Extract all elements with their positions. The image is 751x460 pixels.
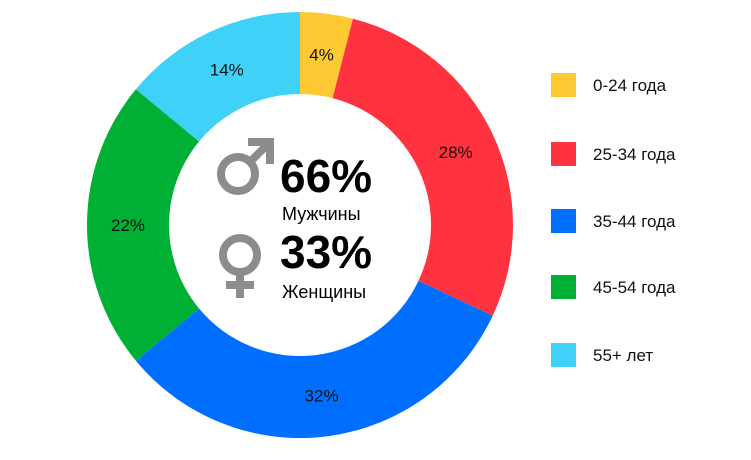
legend-label: 0-24 года xyxy=(593,76,667,95)
legend-label: 35-44 года xyxy=(593,212,676,231)
legend-item-0-24: 0-24 года xyxy=(551,70,751,100)
female-label: Женщины xyxy=(282,282,366,302)
slice-label-3: 32% xyxy=(305,387,339,406)
slice-2 xyxy=(332,18,513,316)
slice-1 xyxy=(300,12,353,99)
legend-item-25-34: 25-34 года xyxy=(551,139,751,169)
female-percent: 33% xyxy=(280,226,372,278)
slice-label-2: 28% xyxy=(439,143,473,162)
slice-label-4: 22% xyxy=(111,216,145,235)
male-symbol-icon xyxy=(217,138,274,195)
legend-swatch xyxy=(551,142,576,166)
legend-item-55-plus: 55+ лет xyxy=(551,340,751,370)
legend-item-45-54: 45-54 года xyxy=(551,272,751,302)
legend-swatch xyxy=(551,343,576,367)
slice-4 xyxy=(86,89,200,361)
slice-label-1: 4% xyxy=(309,45,334,64)
legend-label: 25-34 года xyxy=(593,145,676,164)
female-symbol-icon xyxy=(219,234,261,298)
donut-slices xyxy=(86,12,513,438)
slice-5 xyxy=(135,12,300,142)
legend-swatch xyxy=(551,73,576,97)
legend-label: 45-54 года xyxy=(593,278,676,297)
slice-labels: 4% 28% 32% 22% 14% xyxy=(111,45,473,405)
slice-label-5: 14% xyxy=(210,60,244,79)
legend-label: 55+ лет xyxy=(593,346,654,365)
legend-item-35-44: 35-44 года xyxy=(551,206,751,236)
slice-3 xyxy=(135,280,493,438)
male-percent: 66% xyxy=(280,150,372,202)
legend-swatch xyxy=(551,275,576,299)
male-label: Мужчины xyxy=(282,204,361,224)
legend-swatch xyxy=(551,209,576,233)
